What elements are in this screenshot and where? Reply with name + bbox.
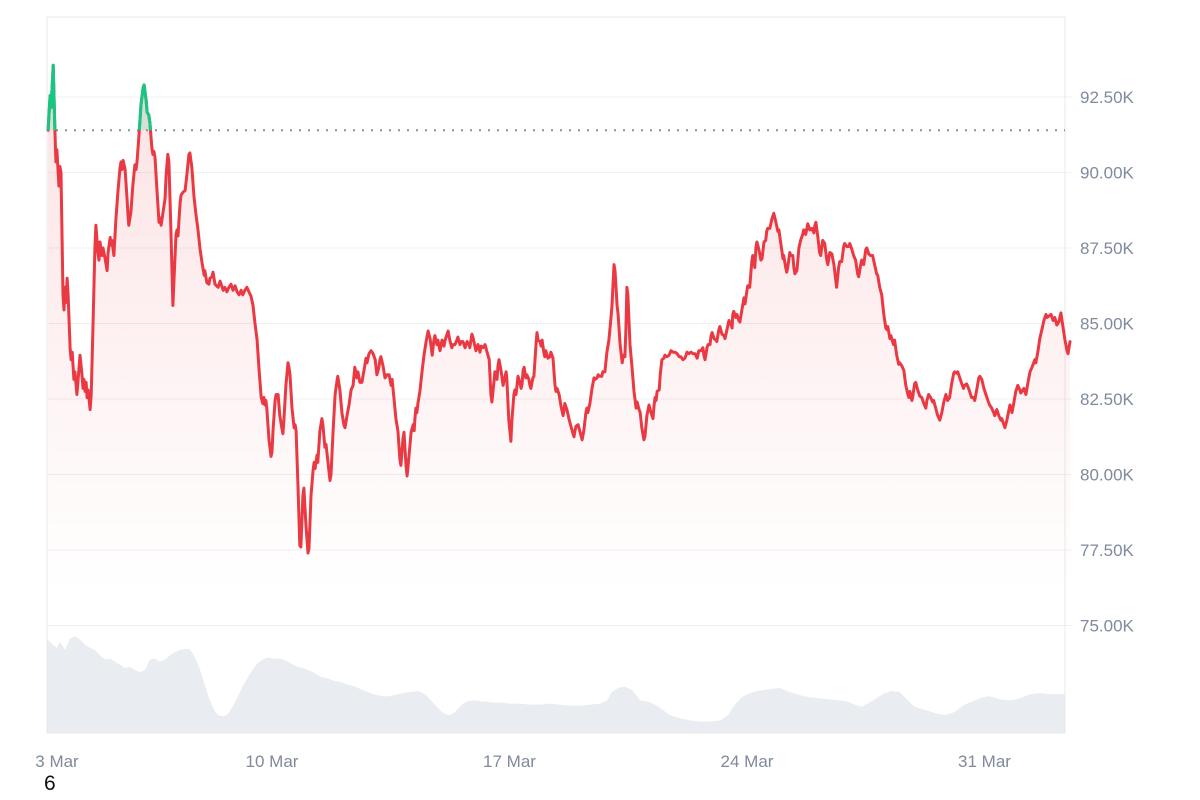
x-axis-label: 3 Mar	[35, 752, 79, 771]
x-axis-label: 10 Mar	[246, 752, 299, 771]
x-axis-label: 31 Mar	[958, 752, 1011, 771]
y-axis-label: 90.00K	[1080, 164, 1135, 183]
price-line-down	[46, 63, 1072, 555]
y-axis-label: 92.50K	[1080, 88, 1135, 107]
x-axis-label: 17 Mar	[483, 752, 536, 771]
y-axis-label: 82.50K	[1080, 390, 1135, 409]
y-axis-label: 75.00K	[1080, 617, 1135, 636]
y-axis-label: 85.00K	[1080, 315, 1135, 334]
y-axis-label: 80.00K	[1080, 466, 1135, 485]
y-axis-label: 87.50K	[1080, 239, 1135, 258]
x-axis-label: 24 Mar	[721, 752, 774, 771]
stray-text-label: 6	[44, 772, 56, 795]
y-axis-label: 77.50K	[1080, 541, 1135, 560]
